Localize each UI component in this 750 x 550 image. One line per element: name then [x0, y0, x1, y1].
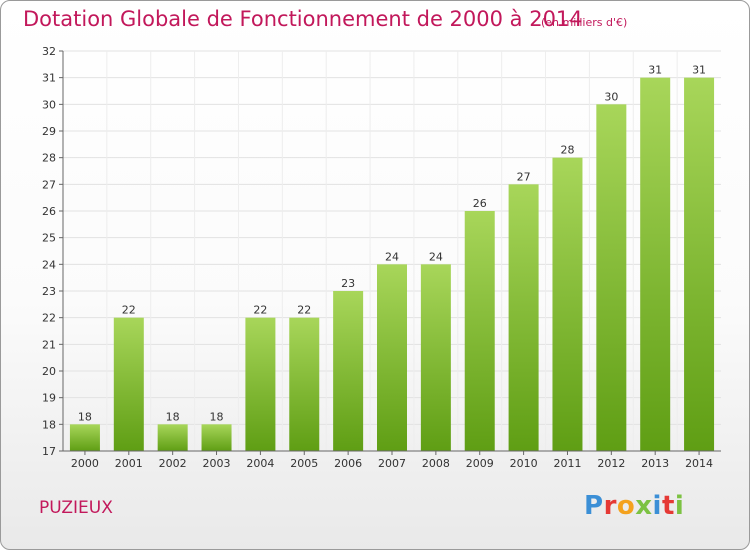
y-tick-label: 20 [42, 365, 56, 378]
bar-value-label: 22 [297, 304, 311, 317]
y-tick-label: 17 [42, 445, 56, 458]
y-tick-label: 27 [42, 178, 56, 191]
bar-value-label: 23 [341, 277, 355, 290]
bar [684, 77, 715, 452]
bar [508, 184, 539, 452]
bar-value-label: 26 [473, 197, 487, 210]
logo-letter: P [584, 491, 604, 521]
x-tick-label: 2013 [641, 457, 669, 470]
bar-value-label: 30 [604, 90, 618, 103]
chart-unit-note: (en milliers d'€) [541, 16, 628, 29]
bar [552, 157, 583, 451]
bar [289, 317, 320, 451]
logo-letter: i [652, 491, 662, 521]
y-tick-label: 25 [42, 232, 56, 245]
bar [333, 291, 364, 451]
bars [69, 77, 715, 452]
y-tick-label: 26 [42, 205, 56, 218]
x-tick-label: 2009 [466, 457, 494, 470]
x-tick-label: 2010 [510, 457, 538, 470]
bar [420, 264, 451, 451]
x-tick-label: 2014 [685, 457, 713, 470]
y-tick-label: 23 [42, 285, 56, 298]
bar [596, 104, 627, 451]
bar-value-label: 31 [648, 64, 662, 77]
y-tick-label: 22 [42, 312, 56, 325]
x-tick-label: 2011 [553, 457, 581, 470]
bar [377, 264, 407, 451]
bar-value-label: 18 [166, 410, 180, 423]
x-tick-label: 2007 [378, 457, 406, 470]
bar [113, 317, 144, 451]
y-tick-label: 18 [42, 418, 56, 431]
bar [245, 317, 276, 451]
bar-value-label: 22 [122, 304, 136, 317]
bar-value-label: 27 [517, 170, 531, 183]
y-tick-label: 29 [42, 125, 56, 138]
commune-name: PUZIEUX [39, 498, 113, 518]
y-tick-label: 21 [42, 338, 56, 351]
y-tick-label: 30 [42, 98, 56, 111]
x-tick-label: 2002 [159, 457, 187, 470]
x-tick-label: 2001 [115, 457, 143, 470]
logo-letter: r [603, 491, 617, 521]
bar-value-label: 28 [560, 144, 574, 157]
proxiti-logo[interactable]: Proxiti [584, 491, 684, 521]
x-tick-label: 2003 [203, 457, 231, 470]
bar [201, 424, 232, 451]
x-tick-label: 2000 [71, 457, 99, 470]
x-tick-label: 2005 [290, 457, 318, 470]
bar [157, 424, 188, 451]
bar-value-label: 31 [692, 64, 706, 77]
x-tick-label: 2008 [422, 457, 450, 470]
logo-letter: x [635, 491, 653, 521]
x-tick-label: 2006 [334, 457, 362, 470]
y-tick-label: 24 [42, 258, 56, 271]
bar [640, 77, 671, 452]
axes [59, 50, 721, 455]
labels: 17 18 19 20 21 22 23 24 25 26 27 28 29 30 31 32 18 2000 22… [42, 45, 713, 470]
y-tick-label: 32 [42, 45, 56, 58]
x-tick-label: 2004 [246, 457, 274, 470]
bar-value-label: 22 [253, 304, 267, 317]
chart-title: Dotation Globale de Fonctionnement de 20… [23, 7, 583, 31]
x-tick-label: 2012 [597, 457, 625, 470]
bar [69, 424, 100, 451]
logo-letter: t [661, 491, 675, 521]
bar-value-label: 18 [78, 410, 92, 423]
logo-letter: o [616, 491, 636, 521]
bar [464, 211, 495, 451]
bar-value-label: 24 [385, 250, 399, 263]
y-tick-label: 19 [42, 392, 56, 405]
bar-value-label: 18 [210, 410, 224, 423]
bar-value-label: 24 [429, 250, 443, 263]
y-tick-label: 28 [42, 152, 56, 165]
y-tick-label: 31 [42, 72, 56, 85]
logo-letter: i [674, 491, 685, 521]
